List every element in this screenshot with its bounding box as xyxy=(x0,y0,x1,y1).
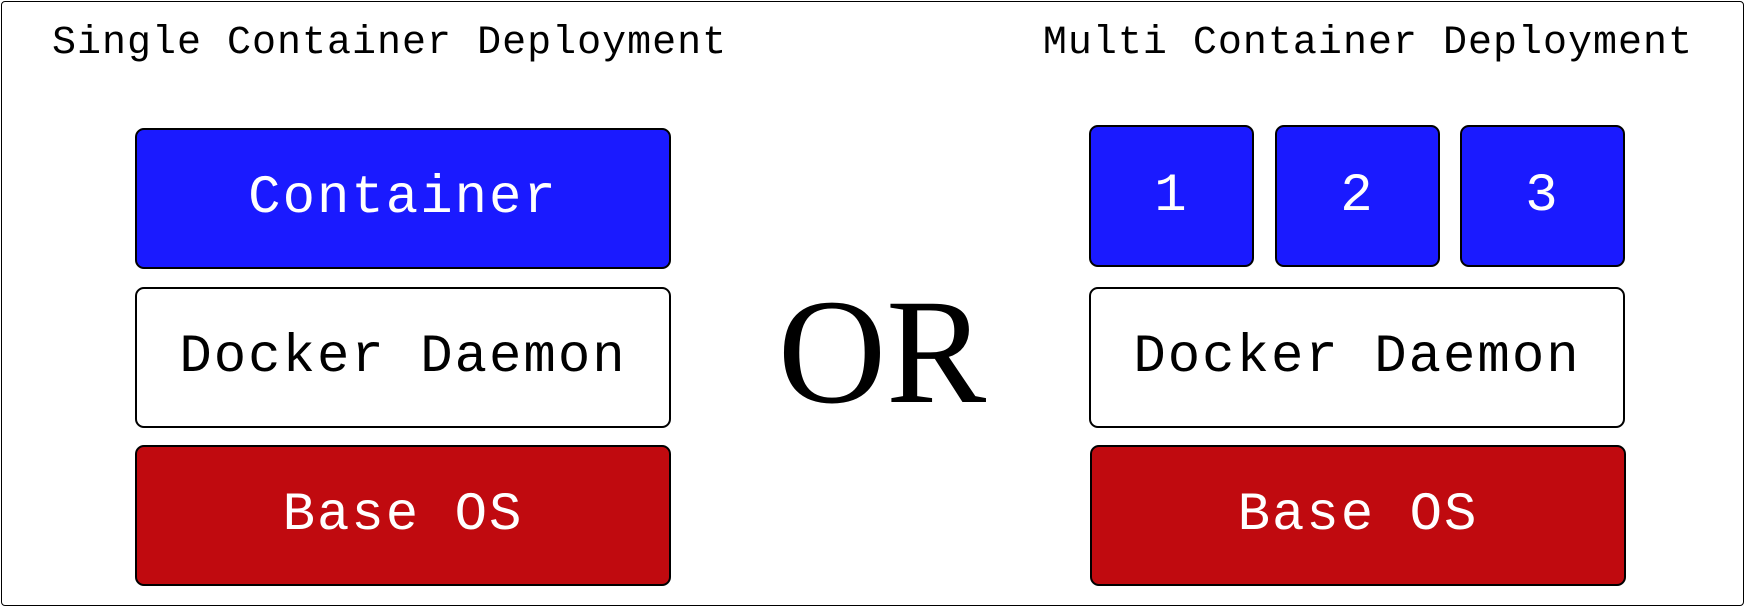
multi-base-os-label: Base OS xyxy=(1237,485,1479,546)
multi-deployment-title: Multi Container Deployment xyxy=(1042,21,1693,66)
multi-container-label-3: 3 xyxy=(1525,165,1560,227)
multi-base-os-box: Base OS xyxy=(1090,445,1626,586)
multi-container-label-1: 1 xyxy=(1154,165,1189,227)
multi-container-box-2: 2 xyxy=(1275,125,1440,267)
multi-container-box-3: 3 xyxy=(1460,125,1625,267)
or-separator: OR xyxy=(777,269,987,435)
single-docker-daemon-box: Docker Daemon xyxy=(135,287,671,428)
single-container-box: Container xyxy=(135,128,671,269)
single-container-label: Container xyxy=(248,168,558,229)
single-docker-daemon-label: Docker Daemon xyxy=(179,327,627,388)
multi-container-box-1: 1 xyxy=(1089,125,1254,267)
multi-docker-daemon-box: Docker Daemon xyxy=(1089,287,1625,428)
multi-docker-daemon-label: Docker Daemon xyxy=(1133,327,1581,388)
single-base-os-box: Base OS xyxy=(135,445,671,586)
single-base-os-label: Base OS xyxy=(282,485,524,546)
multi-container-label-2: 2 xyxy=(1340,165,1375,227)
single-deployment-title: Single Container Deployment xyxy=(52,21,728,66)
